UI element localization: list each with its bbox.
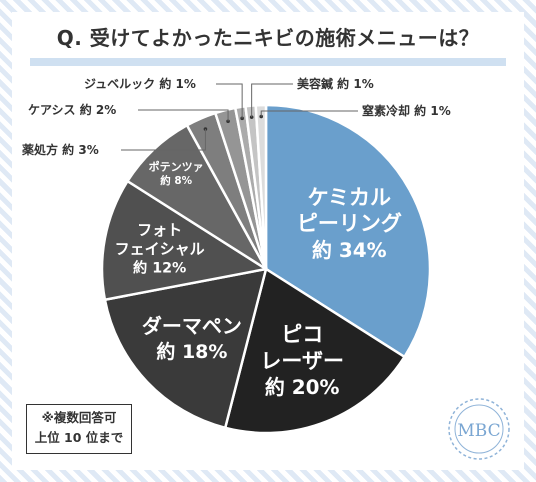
- slice-name-3-1: フェイシャル: [115, 240, 205, 258]
- title-underline: [30, 58, 506, 66]
- slice-label-3: フォトフェイシャル約 12%: [115, 221, 205, 276]
- outside-label-6: ケアシス 約 2%: [28, 102, 116, 117]
- slice-name-3-0: フォト: [137, 221, 182, 239]
- slice-value-0: 約 34%: [312, 238, 387, 262]
- outside-label-8: 美容鍼 約 1%: [297, 76, 374, 91]
- pie-slice-2: [103, 267, 268, 430]
- logo-text: MBC: [457, 421, 500, 441]
- slice-value-3: 約 12%: [133, 259, 186, 277]
- leader-line-7: [216, 83, 243, 119]
- mbc-logo: MBC: [448, 398, 510, 460]
- slice-label-4: ポテンツァ約 8%: [149, 159, 204, 187]
- slice-value-4: 約 8%: [160, 174, 192, 187]
- pie-slice-3: [100, 179, 270, 302]
- pie-slice-9: [254, 103, 268, 270]
- slice-label-1: ピコレーザー約 20%: [260, 323, 344, 400]
- chart-title: Q. 受けてよかったニキビの施術メニューは？: [56, 26, 480, 50]
- outside-label-5: 薬処方 約 3%: [22, 142, 99, 157]
- slice-value-1: 約 20%: [265, 375, 340, 399]
- note-line-1: ※複数回答可: [41, 410, 117, 425]
- note-box: ※複数回答可 上位 10 位まで: [26, 404, 132, 454]
- note-line-2: 上位 10 位まで: [34, 430, 124, 445]
- leader-line-9: [260, 110, 358, 117]
- slice-label-0: ケミカルピーリング約 34%: [297, 185, 402, 262]
- slice-name-4-0: ポテンツァ: [149, 159, 204, 173]
- leader-line-5: [121, 129, 206, 151]
- slice-name-0-1: ピーリング: [297, 212, 402, 236]
- leader-line-6: [138, 109, 229, 122]
- pie-slice-1: [223, 267, 407, 435]
- slice-name-1-0: ピコ: [281, 323, 323, 347]
- slice-label-2: ダーマペン約 18%: [142, 314, 242, 363]
- outside-label-9: 窒素冷却 約 1%: [362, 103, 451, 118]
- slice-name-2-0: ダーマペン: [142, 314, 242, 338]
- leader-line-8: [251, 83, 293, 118]
- slice-name-0-0: ケミカル: [308, 185, 391, 209]
- slice-name-1-1: レーザー: [260, 349, 344, 373]
- outside-label-7: ジュベルック 約 1%: [84, 76, 196, 91]
- slice-value-2: 約 18%: [156, 340, 227, 363]
